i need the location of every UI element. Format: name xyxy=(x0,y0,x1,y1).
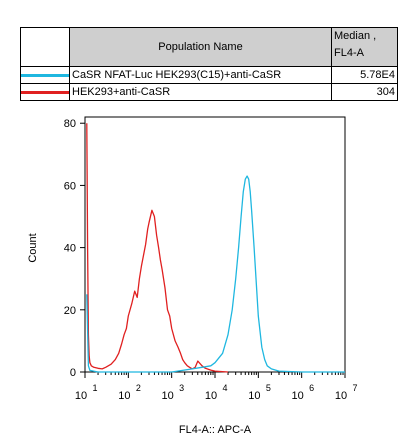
legend-median-value: 5.78E4 xyxy=(331,66,398,84)
x-tick-label: 10 xyxy=(162,390,174,402)
legend-swatch-cell xyxy=(20,66,70,84)
legend-header-median-line2: FL4-A xyxy=(334,47,364,59)
x-tick-exponent: 1 xyxy=(92,383,97,393)
legend-population-name: HEK293+anti-CaSR xyxy=(69,83,332,101)
legend-table: Population Name Median , FL4-A CaSR NFAT… xyxy=(20,27,398,101)
x-tick-exponent: 2 xyxy=(136,383,141,393)
x-tick-exponent: 7 xyxy=(352,383,357,393)
y-tick-label: 80 xyxy=(64,118,76,130)
legend-row: CaSR NFAT-Luc HEK293(C15)+anti-CaSR 5.78… xyxy=(20,66,398,84)
legend-median-value: 304 xyxy=(331,83,398,101)
y-tick-label: 60 xyxy=(64,180,76,192)
legend-swatch-cyan xyxy=(21,74,69,77)
series-line-cyan xyxy=(86,175,345,373)
x-tick-label: 10 xyxy=(75,390,87,402)
x-tick-label: 10 xyxy=(335,390,347,402)
x-axis-title: FL4-A:: APC-A xyxy=(179,424,252,436)
x-tick-label: 10 xyxy=(118,390,130,402)
y-tick-label: 40 xyxy=(64,243,76,255)
y-tick-label: 20 xyxy=(64,305,76,317)
series-line-red xyxy=(86,123,229,373)
x-tick-exponent: 3 xyxy=(179,383,184,393)
x-tick-label: 10 xyxy=(292,390,304,402)
y-tick-label: 0 xyxy=(70,367,76,379)
x-tick-exponent: 6 xyxy=(309,383,314,393)
legend-header-swatch-cell xyxy=(20,27,70,67)
chart-series-layer xyxy=(86,123,345,373)
legend-header-median-line1: Median , xyxy=(334,30,377,42)
legend-row: HEK293+anti-CaSR 304 xyxy=(20,83,398,101)
legend-header-median: Median , FL4-A xyxy=(331,27,398,67)
legend-swatch-red xyxy=(21,91,69,94)
x-tick-label: 10 xyxy=(205,390,217,402)
chart-axes xyxy=(80,116,346,378)
chart-labels-layer: 0 20 40 60 80 10 1 10 2 10 3 10 4 10 5 10 6 10 7 xyxy=(64,118,358,402)
x-tick-label: 10 xyxy=(248,390,260,402)
legend-swatch-cell xyxy=(20,83,70,101)
legend-population-name: CaSR NFAT-Luc HEK293(C15)+anti-CaSR xyxy=(69,66,332,84)
y-axis-title: Count xyxy=(27,233,39,262)
x-tick-exponent: 4 xyxy=(222,383,227,393)
x-tick-exponent: 5 xyxy=(266,383,271,393)
